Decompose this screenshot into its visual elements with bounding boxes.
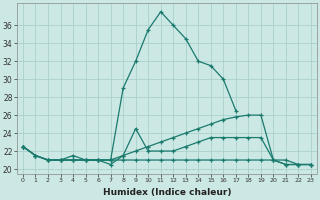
X-axis label: Humidex (Indice chaleur): Humidex (Indice chaleur) xyxy=(103,188,231,197)
